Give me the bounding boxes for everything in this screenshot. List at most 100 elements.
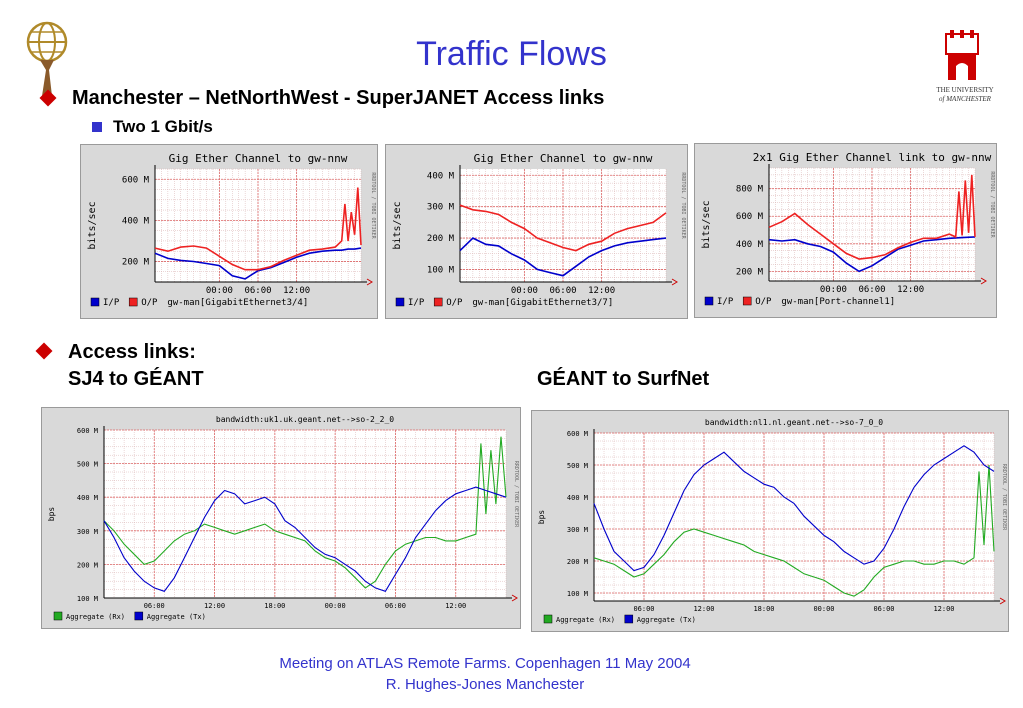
series-line-o-p bbox=[459, 204, 667, 252]
chart-svg: 2x1 Gig Ether Channel link to gw-nnw 200 … bbox=[701, 151, 995, 307]
legend-label: O/P bbox=[141, 298, 158, 308]
y-tick-label: 500 M bbox=[567, 462, 588, 470]
x-tick-label: 12:00 bbox=[588, 286, 615, 296]
rrdtool-credit: RRDTOOL / TOBI OETIKER bbox=[989, 171, 995, 238]
y-tick-label: 500 M bbox=[77, 461, 98, 469]
chart-gig-ether-3-4: Gig Ether Channel to gw-nnw 200 M 400 M 600… bbox=[80, 144, 378, 319]
atlas-logo bbox=[26, 21, 68, 96]
axis-arrow-icon bbox=[980, 277, 987, 285]
chart-port-channel1: 2x1 Gig Ether Channel link to gw-nnw 200 … bbox=[694, 143, 997, 318]
y-tick-label: 600 M bbox=[122, 175, 150, 185]
chart-svg: Gig Ether Channel to gw-nnw 100 M 200 M 300… bbox=[392, 152, 686, 308]
legend-label: I/P bbox=[408, 298, 425, 308]
rrdtool-credit: RRDTOOL / TOBI OETIKER bbox=[1001, 464, 1007, 531]
x-tick-label: 00:00 bbox=[511, 286, 538, 296]
chart-geant-to-surfnet: bandwidth:nl1.nl.geant.net-->so-7_0_0 100… bbox=[531, 410, 1009, 632]
y-tick-label: 400 M bbox=[427, 171, 455, 181]
y-tick-label: 400 M bbox=[122, 216, 150, 226]
x-tick-label: 12:00 bbox=[933, 605, 954, 613]
legend-swatch bbox=[134, 611, 144, 621]
legend-interface-label: gw-man[GigabitEthernet3/4] bbox=[167, 298, 308, 308]
x-tick-label: 12:00 bbox=[204, 602, 225, 610]
footer-line2: R. Hughes-Jones Manchester bbox=[385, 676, 585, 693]
legend-swatch bbox=[624, 614, 634, 624]
y-tick-label: 600 M bbox=[567, 430, 588, 438]
legend-label: O/P bbox=[755, 297, 772, 307]
y-tick-label: 200 M bbox=[122, 257, 150, 267]
bullet-sub-1: Two 1 Gbit/s bbox=[113, 117, 213, 136]
chart-svg: Gig Ether Channel to gw-nnw 200 M 400 M 600… bbox=[87, 152, 376, 308]
x-tick-label: 00:00 bbox=[813, 605, 834, 613]
y-tick-label: 300 M bbox=[77, 528, 98, 536]
x-tick-label: 06:00 bbox=[549, 286, 576, 296]
series-line-aggregate-tx- bbox=[593, 445, 995, 572]
chart-title: Gig Ether Channel to gw-nnw bbox=[169, 152, 348, 165]
legend-swatch bbox=[53, 611, 63, 621]
bullet-square-icon bbox=[92, 122, 102, 132]
series-line-o-p bbox=[154, 187, 362, 271]
legend-swatch bbox=[90, 297, 100, 307]
chart-title: bandwidth:nl1.nl.geant.net-->so-7_0_0 bbox=[705, 418, 883, 427]
label-sj4-to-geant: SJ4 to GÉANT bbox=[68, 368, 204, 390]
legend-label: Aggregate (Rx) bbox=[66, 613, 125, 621]
x-tick-label: 06:00 bbox=[144, 602, 165, 610]
label-geant-to-surfnet: GÉANT to SurfNet bbox=[537, 368, 710, 390]
legend-swatch bbox=[543, 614, 553, 624]
axis-arrow-icon bbox=[511, 594, 518, 602]
chart-title: bandwidth:uk1.uk.geant.net-->so-2_2_0 bbox=[216, 415, 394, 424]
y-axis-label: bits/sec bbox=[701, 200, 712, 248]
y-tick-label: 400 M bbox=[736, 240, 764, 250]
legend-swatch bbox=[395, 297, 405, 307]
y-axis-label: bits/sec bbox=[87, 201, 98, 249]
legend-interface-label: gw-man[GigabitEthernet3/7] bbox=[472, 298, 613, 308]
y-axis-label: bps bbox=[47, 507, 56, 522]
series-line-i-p bbox=[459, 237, 667, 277]
series-line-o-p bbox=[768, 174, 976, 260]
series-line-aggregate-rx- bbox=[103, 436, 507, 589]
legend-swatch bbox=[742, 296, 752, 306]
bullet-main-2: Access links: bbox=[68, 341, 196, 363]
university-name-line2: of MANCHESTER bbox=[939, 95, 991, 103]
legend-swatch bbox=[128, 297, 138, 307]
university-name-line1: THE UNIVERSITY bbox=[936, 86, 994, 94]
legend-label: Aggregate (Tx) bbox=[637, 616, 696, 624]
axis-arrow-icon bbox=[366, 278, 373, 286]
x-tick-label: 06:00 bbox=[244, 286, 271, 296]
y-tick-label: 100 M bbox=[567, 590, 588, 598]
legend-swatch bbox=[433, 297, 443, 307]
y-tick-label: 600 M bbox=[77, 427, 98, 435]
legend-label: O/P bbox=[446, 298, 463, 308]
bullet-diamond-icon bbox=[35, 342, 53, 360]
y-tick-label: 300 M bbox=[427, 203, 455, 213]
chart-svg: bandwidth:uk1.uk.geant.net-->so-2_2_0 100… bbox=[47, 415, 519, 621]
y-tick-label: 800 M bbox=[736, 185, 764, 195]
y-tick-label: 200 M bbox=[77, 561, 98, 569]
x-tick-label: 18:00 bbox=[753, 605, 774, 613]
x-tick-label: 00:00 bbox=[820, 285, 847, 295]
rrdtool-credit: RRDTOOL / TOBI OETIKER bbox=[370, 172, 376, 239]
series-line-aggregate-rx- bbox=[593, 464, 995, 597]
legend-label: I/P bbox=[717, 297, 734, 307]
legend-label: Aggregate (Rx) bbox=[556, 616, 615, 624]
chart-title: Gig Ether Channel to gw-nnw bbox=[474, 152, 653, 165]
series-line-i-p bbox=[154, 247, 362, 280]
university-crest-icon bbox=[945, 30, 979, 80]
x-tick-label: 18:00 bbox=[264, 602, 285, 610]
x-tick-label: 12:00 bbox=[693, 605, 714, 613]
y-tick-label: 300 M bbox=[567, 526, 588, 534]
chart-sj4-to-geant: bandwidth:uk1.uk.geant.net-->so-2_2_0 100… bbox=[41, 407, 521, 629]
y-tick-label: 200 M bbox=[736, 267, 764, 277]
y-tick-label: 200 M bbox=[567, 558, 588, 566]
series-line-aggregate-tx- bbox=[103, 486, 507, 592]
legend-label: I/P bbox=[103, 298, 120, 308]
axis-arrow-icon bbox=[999, 597, 1006, 605]
y-axis-label: bps bbox=[537, 510, 546, 525]
y-tick-label: 400 M bbox=[567, 494, 588, 502]
page-title: Traffic Flows bbox=[416, 35, 607, 73]
y-tick-label: 600 M bbox=[736, 212, 764, 222]
y-tick-label: 100 M bbox=[77, 595, 98, 603]
y-tick-label: 200 M bbox=[427, 234, 455, 244]
bullet-main-1: Manchester – NetNorthWest - SuperJANET A… bbox=[72, 87, 605, 109]
rrdtool-credit: RRDTOOL / TOBI OETIKER bbox=[680, 172, 686, 239]
chart-gig-ether-3-7: Gig Ether Channel to gw-nnw 100 M 200 M 300… bbox=[385, 144, 688, 319]
